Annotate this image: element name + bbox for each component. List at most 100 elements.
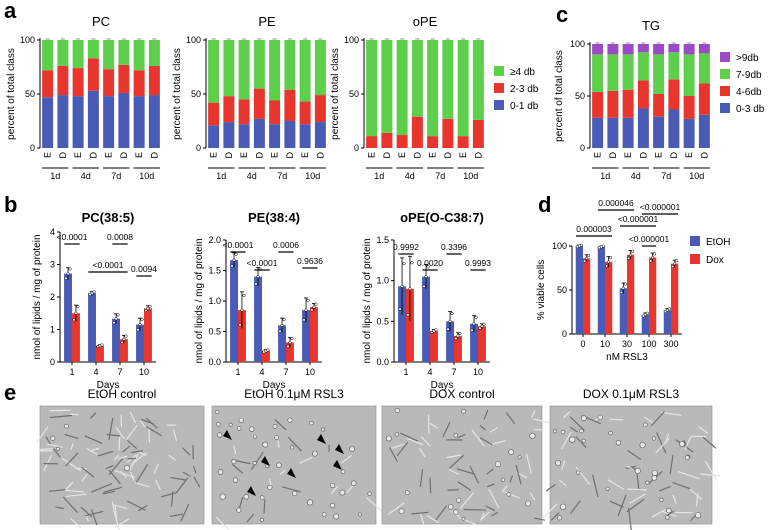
x-tick-label: E [43,152,53,158]
arrowhead-marker [287,468,296,478]
round-cell [404,490,410,496]
data-point [146,306,150,310]
cell-shape [561,460,566,470]
cell-shape [279,469,286,475]
bar-segment-red [442,118,454,148]
round-cell [665,515,670,520]
p-value-label: <0.000001 [618,214,659,224]
cell-shape [155,479,161,491]
data-point [601,244,605,248]
bar-blue [136,324,144,362]
cell-shape [113,455,120,461]
cell-shape [698,425,709,434]
round-cell [219,493,226,500]
legend-swatch-blue [720,103,730,113]
round-cell [367,491,372,496]
round-cell [398,508,405,515]
group-label: 4d [247,171,257,181]
group-label: 10d [463,171,478,181]
cell-shape [486,483,495,488]
round-cell [252,461,257,466]
cell-shape [39,448,53,451]
bar-segment-green [411,40,423,117]
round-cell [228,422,233,427]
round-cell [529,432,536,439]
bar-segment-green [381,40,393,133]
chart-title: PE [258,14,276,29]
micrograph-label: EtOH 0.1μM RSL3 [244,387,344,401]
data-point [667,307,671,311]
cell-shape [656,432,667,454]
data-point [314,302,318,306]
bar-red [627,254,635,334]
cell-shape [533,418,554,424]
x-tick-label: 4 [427,367,432,377]
cell-shape [63,489,84,493]
bar-segment-green [253,40,265,89]
round-cell [274,435,279,440]
data-point [76,305,80,309]
bar-segment-green [87,40,99,59]
round-cell [287,417,293,423]
bar-segment-red [223,96,235,123]
data-point [649,259,653,263]
cell-shape [102,490,116,495]
bar-segment-blue [592,117,604,148]
round-cell [517,455,522,460]
bar-segment-purple [698,44,710,54]
round-cell [559,503,567,510]
cell-shape [675,439,694,453]
round-cell [643,422,648,428]
data-point [138,323,142,327]
bar-segment-green [427,40,439,137]
x-tick-label: E [270,152,280,158]
group-label: 10d [689,171,704,181]
round-cell [272,424,278,429]
arrowhead-marker [261,456,270,466]
x-tick-label: E [73,152,83,158]
bar-segment-green [457,40,469,137]
round-cell [453,433,458,438]
x-tick-label: D [119,152,129,159]
bar-segment-blue [208,125,220,148]
cell-shape [181,447,191,456]
x-axis-label: Days [97,380,120,391]
data-point [280,323,284,327]
bar-blue [641,314,649,334]
bar-red [286,342,294,362]
micrograph-frame [381,405,543,525]
data-point [230,264,234,268]
round-cell [456,497,462,503]
bar-red [649,257,657,334]
bar-segment-green [57,40,69,66]
data-point [312,305,316,309]
data-point [136,328,140,332]
cell-shape [84,510,104,517]
bar-segment-blue [314,122,326,148]
cell-shape [91,509,98,526]
cell-shape [182,471,191,477]
x-tick-label: D [382,152,392,159]
bar-blue [597,246,605,334]
data-point [446,327,450,331]
bar-red [72,313,80,362]
data-point [278,329,282,333]
cell-shape [130,471,135,481]
x-axis-label: Days [431,380,454,391]
cell-shape [146,426,162,437]
bar-red [605,261,613,334]
cell-shape [426,515,440,524]
data-point [234,252,238,256]
cell-shape [389,447,398,462]
cell-shape [457,481,471,491]
legend-label: >9db [736,53,759,64]
bar-segment-blue [683,118,695,148]
cell-shape [469,466,480,484]
cell-shape [609,500,624,508]
bar-segment-red [592,91,604,118]
y-tick-label: 0 [562,329,567,339]
p-value-label: 0.0094 [131,264,157,274]
data-point [256,275,260,279]
x-tick-label: 4 [93,367,98,377]
